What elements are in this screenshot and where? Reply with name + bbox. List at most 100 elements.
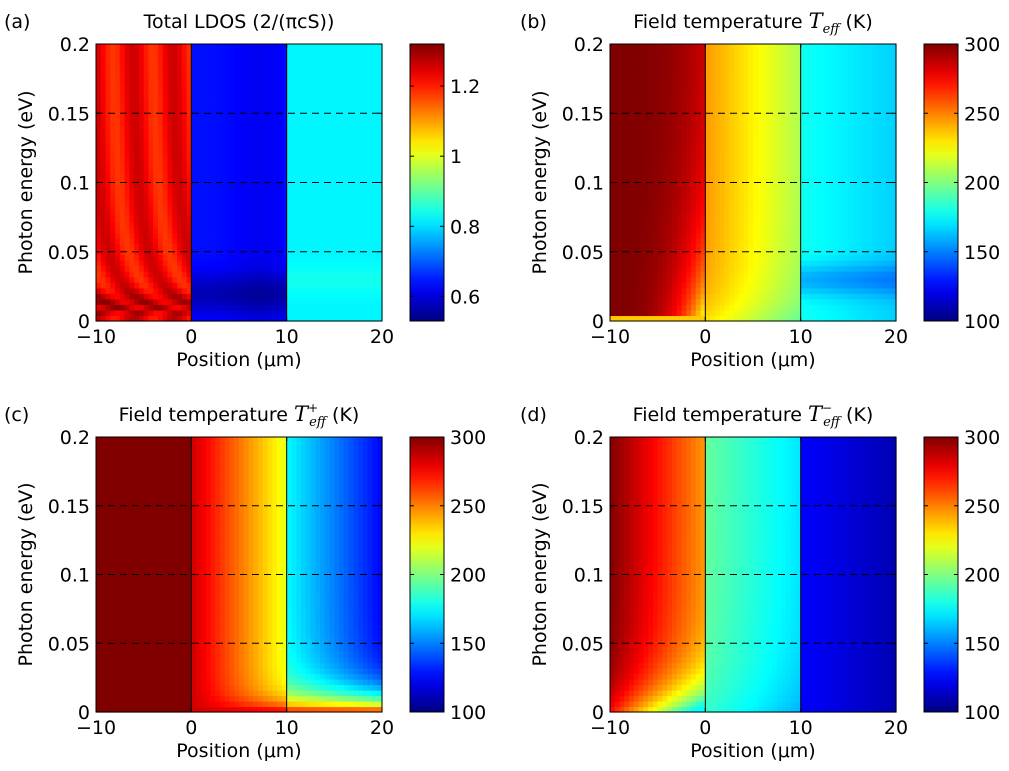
heatmap-cell xyxy=(205,215,211,222)
heatmap-cell xyxy=(667,77,673,84)
heatmap-cell xyxy=(786,154,792,161)
heatmap-cell xyxy=(96,271,102,278)
heatmap-cell xyxy=(138,188,145,195)
heatmap-cell xyxy=(148,254,154,261)
heatmap-cell xyxy=(686,265,692,272)
heatmap-cell xyxy=(738,182,745,189)
heatmap-cell xyxy=(772,132,778,139)
heatmap-cell xyxy=(286,193,293,200)
heatmap-cell xyxy=(124,176,130,184)
heatmap-cell xyxy=(724,271,730,278)
heatmap-cell xyxy=(324,149,331,156)
heatmap-cell xyxy=(776,93,783,100)
heatmap-cell xyxy=(291,199,297,206)
heatmap-cell xyxy=(719,237,725,245)
heatmap-cell xyxy=(258,93,264,100)
heatmap-cell xyxy=(710,193,716,200)
heatmap-cell xyxy=(248,138,254,145)
heatmap-cell xyxy=(162,171,169,178)
heatmap-cell xyxy=(291,104,297,112)
heatmap-cell xyxy=(329,154,335,161)
heatmap-cell xyxy=(224,243,231,250)
heatmap-cell xyxy=(296,271,302,278)
heatmap-cell xyxy=(671,215,678,222)
heatmap-cell xyxy=(124,171,130,178)
heatmap-cell xyxy=(167,171,173,178)
heatmap-cell xyxy=(115,221,121,228)
heatmap-cell xyxy=(748,66,754,73)
heatmap-cell xyxy=(234,132,240,139)
heatmap-cell xyxy=(714,176,721,184)
heatmap-cell xyxy=(671,221,678,228)
heatmap-cell xyxy=(200,154,207,161)
heatmap-cell xyxy=(610,66,616,73)
heatmap-cell xyxy=(115,210,121,217)
heatmap-cell xyxy=(324,254,331,261)
heatmap-cell xyxy=(719,60,725,67)
heatmap-cell xyxy=(339,171,345,178)
heatmap-cell xyxy=(667,116,673,123)
heatmap-cell xyxy=(196,287,202,294)
heatmap-cell xyxy=(348,55,354,62)
heatmap-cell xyxy=(652,77,659,84)
heatmap-cell xyxy=(234,210,240,217)
heatmap-cell xyxy=(667,99,673,106)
heatmap-cell xyxy=(210,127,216,134)
heatmap-cell xyxy=(210,265,216,272)
heatmap-cell xyxy=(305,88,312,95)
heatmap-cell xyxy=(362,293,369,300)
heatmap-cell xyxy=(671,287,678,294)
heatmap-cell xyxy=(105,71,111,78)
heatmap-cell xyxy=(153,149,159,156)
heatmap-cell xyxy=(733,60,740,67)
heatmap-cell xyxy=(729,104,735,112)
heatmap-cell xyxy=(186,55,192,62)
heatmap-cell xyxy=(348,287,354,294)
heatmap-cell xyxy=(153,260,159,267)
heatmap-cell xyxy=(239,265,245,272)
heatmap-cell xyxy=(781,232,787,239)
heatmap-cell xyxy=(239,127,245,134)
heatmap-cell xyxy=(738,193,745,200)
heatmap-cell xyxy=(791,82,797,89)
heatmap-cell xyxy=(705,232,711,239)
heatmap-cell xyxy=(691,215,697,222)
heatmap-cell xyxy=(205,77,211,84)
heatmap-cell xyxy=(719,293,725,300)
heatmap-cell xyxy=(320,127,326,134)
heatmap-cell xyxy=(200,149,207,156)
heatmap-cell xyxy=(300,199,307,206)
heatmap-cell xyxy=(657,66,664,73)
heatmap-cell xyxy=(624,204,630,211)
heatmap-cell xyxy=(205,138,211,145)
heatmap-cell xyxy=(134,60,140,67)
heatmap-cell xyxy=(262,304,269,311)
heatmap-cell xyxy=(671,160,678,167)
heatmap-cell xyxy=(215,304,221,311)
heatmap-cell xyxy=(762,138,768,145)
heatmap-cell xyxy=(729,171,735,178)
heatmap-cell xyxy=(153,315,159,322)
heatmap-cell xyxy=(277,138,283,145)
heatmap-cell xyxy=(138,55,145,62)
heatmap-cell xyxy=(291,88,297,95)
heatmap-cell xyxy=(272,248,278,256)
heatmap-cell xyxy=(186,154,192,161)
heatmap-cell xyxy=(296,221,302,228)
heatmap-cell xyxy=(757,188,764,195)
heatmap-cell xyxy=(129,44,135,51)
heatmap-cell xyxy=(277,226,283,233)
heatmap-cell xyxy=(367,149,374,156)
heatmap-cell xyxy=(243,60,250,67)
heatmap-cell xyxy=(643,243,649,250)
heatmap-cell xyxy=(119,93,126,100)
heatmap-cell xyxy=(200,204,207,211)
heatmap-cell xyxy=(614,93,621,100)
heatmap-cell xyxy=(667,110,673,117)
heatmap-cell xyxy=(776,176,783,184)
heatmap-cell xyxy=(791,143,797,150)
heatmap-cell xyxy=(157,315,164,322)
heatmap-cell xyxy=(339,55,345,62)
heatmap-cell xyxy=(129,298,135,305)
heatmap-cell xyxy=(134,99,140,106)
